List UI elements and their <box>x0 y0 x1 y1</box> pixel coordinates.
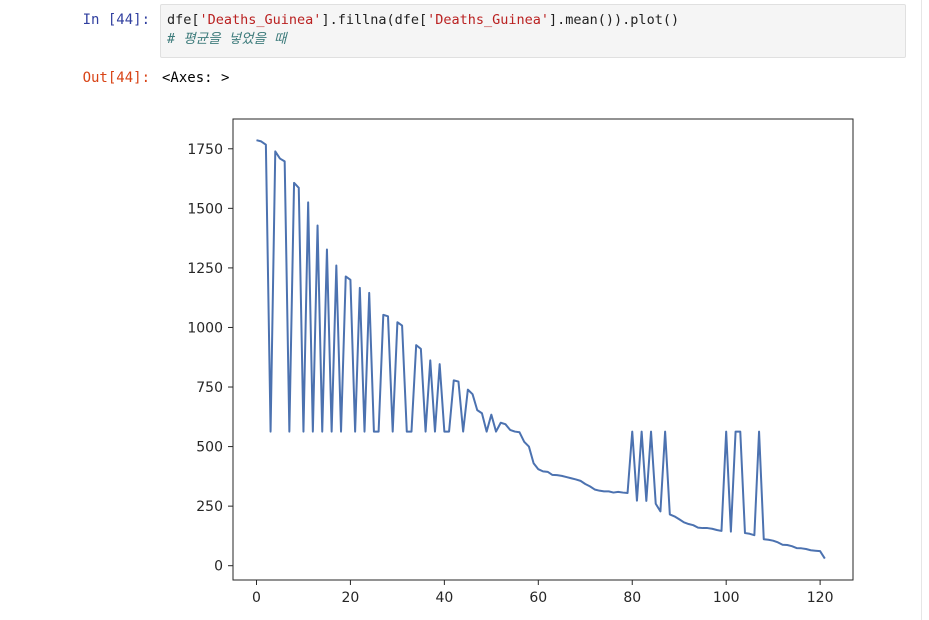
code-comment: # 평균을 넣었을 때 <box>167 31 287 47</box>
y-tick-label: 0 <box>214 559 223 575</box>
code-string: 'Deaths_Guinea' <box>427 12 550 28</box>
plot-frame <box>232 118 854 581</box>
scroll-edge <box>921 0 922 620</box>
y-tick-label: 750 <box>196 380 223 396</box>
x-tick-label: 40 <box>435 590 453 606</box>
code-text: ].fillna(dfe[ <box>321 12 428 28</box>
line-chart: 0 20 40 60 80 100 120 0 250 500 750 1000 1250 1500 175… <box>187 118 854 606</box>
chart-container: 0 20 40 60 80 100 120 0 250 500 750 1000 1250 1500 175… <box>160 100 880 615</box>
x-tick-label: 0 <box>252 590 261 606</box>
x-tick-label: 60 <box>529 590 547 606</box>
y-tick-label: 1000 <box>187 320 223 336</box>
y-tick-label: 1250 <box>187 261 223 277</box>
series-line <box>256 139 826 560</box>
x-tick-label: 20 <box>342 590 360 606</box>
code-string: 'Deaths_Guinea' <box>199 12 322 28</box>
output-prompt: Out[44]: <box>82 70 150 86</box>
y-tick-label: 500 <box>196 440 223 456</box>
x-tick-label: 100 <box>713 590 740 606</box>
x-tick-label: 120 <box>807 590 834 606</box>
code-text: dfe[ <box>167 12 200 28</box>
code-cell-editor[interactable]: dfe['Deaths_Guinea'].fillna(dfe['Deaths_… <box>160 4 906 58</box>
y-tick-label: 1750 <box>187 142 223 158</box>
output-text: <Axes: > <box>162 70 230 86</box>
code-text: ].mean()).plot() <box>549 12 680 28</box>
y-tick-label: 1500 <box>187 201 223 217</box>
y-tick-label: 250 <box>196 499 223 515</box>
input-prompt: In [44]: <box>82 12 150 28</box>
x-tick-label: 80 <box>623 590 641 606</box>
